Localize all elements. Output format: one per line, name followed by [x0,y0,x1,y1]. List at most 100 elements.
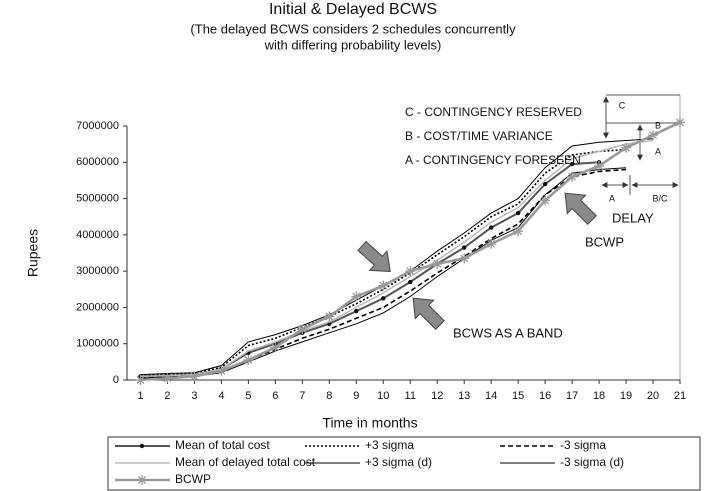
legend-item: BCWP [115,472,211,486]
star-marker [621,142,632,153]
legend-item: -3 sigma [500,438,606,452]
y-axis-title: Rupees [25,229,41,277]
dot-marker [488,225,494,230]
x-tick-label: 2 [164,390,170,402]
annotation: C - CONTINGENCY RESERVED [405,105,582,119]
star-marker [405,266,416,277]
x-tick-label: 8 [326,390,332,402]
star-marker [378,280,389,291]
star-marker [243,355,254,366]
star-marker [162,373,173,384]
dot-marker [515,210,521,216]
dot-marker [569,161,575,167]
star-marker [135,375,146,385]
star-marker [297,324,308,335]
star-marker [324,311,335,322]
star-marker [270,342,281,353]
y-tick-label: 0 [113,374,119,386]
x-tick-label: 7 [299,390,305,402]
annotation: A - CONTINGENCY FORESEEN [405,153,581,167]
star-marker [459,253,470,264]
dot-marker [461,245,467,250]
legend-label: +3 sigma [365,438,414,452]
y-tick-label: 4000000 [76,229,119,241]
series-line [140,167,627,379]
annotation: A [655,146,661,156]
series-line [140,168,627,378]
legend-item: Mean of delayed total cost [115,455,316,469]
series [140,139,654,378]
series [140,167,627,379]
legend-item: Mean of total cost [115,438,270,452]
y-tick-label: 6000000 [76,156,119,168]
legend-item: +3 sigma [305,438,414,452]
annotation: A [609,193,615,203]
series [140,168,627,378]
annotation: B/C [652,193,668,203]
x-tick-label: 20 [647,390,659,402]
x-tick-label: 13 [458,390,470,402]
chart-title: Initial & Delayed BCWS [269,1,437,18]
annotation: C [619,100,626,110]
y-tick-label: 5000000 [76,192,119,204]
star-marker [137,475,147,485]
chart-subtitle: with differing probability levels) [264,37,442,52]
star-marker [486,238,497,249]
dot-marker [381,296,386,301]
x-tick-label: 19 [620,390,632,402]
x-tick-label: 6 [272,390,278,402]
pointer-arrows [357,192,597,330]
dot-marker [542,181,548,187]
annotation: B [655,120,661,130]
series-line [140,139,654,378]
legend-label: -3 sigma (d) [560,455,624,469]
star-marker [540,195,551,206]
annotation: BCWP [585,234,624,249]
x-tick-label: 14 [485,390,497,402]
chart-subtitle: (The delayed BCWS considers 2 schedules … [190,21,516,36]
x-tick-label: 16 [539,390,551,402]
x-tick-label: 10 [377,390,389,402]
annotation: B - COST/TIME VARIANCE [405,129,553,143]
star-marker [594,160,605,171]
x-tick-label: 3 [191,390,197,402]
star-marker [432,258,443,269]
y-tick-label: 7000000 [76,120,119,132]
series [135,117,685,385]
legend-label: Mean of delayed total cost [175,455,316,469]
legend-label: BCWP [175,472,211,486]
legend-label: +3 sigma (d) [365,455,432,469]
legend-item: -3 sigma (d) [500,455,624,469]
x-tick-label: 12 [431,390,443,402]
annotation: DELAY [612,210,654,225]
legend-box [107,436,701,491]
x-tick-label: 11 [405,390,416,402]
star-marker [351,291,362,302]
x-tick-label: 17 [566,390,578,402]
legend-item: +3 sigma (d) [305,455,432,469]
x-tick-label: 15 [512,390,524,402]
legend-label: Mean of total cost [175,438,270,452]
x-tick-label: 5 [245,390,251,402]
y-tick-label: 2000000 [76,301,119,313]
x-tick-label: 9 [353,390,359,402]
dot-marker [408,279,413,285]
x-tick-label: 4 [218,390,224,402]
legend-marker [139,443,145,449]
y-tick-label: 3000000 [76,265,119,277]
x-tick-label: 18 [593,390,605,402]
star-marker [567,171,578,182]
star-marker [648,130,659,141]
x-tick-label: 21 [674,390,686,402]
x-axis-title: Time in months [322,415,417,431]
star-marker [216,365,227,376]
annotation: BCWS AS A BAND [453,325,563,340]
legend-label: -3 sigma [560,438,606,452]
x-tick-label: 1 [137,390,143,402]
star-marker [513,226,524,237]
star-marker [675,117,685,128]
dot-marker [354,308,359,314]
star-marker [189,371,200,382]
y-tick-label: 1000000 [76,338,119,350]
